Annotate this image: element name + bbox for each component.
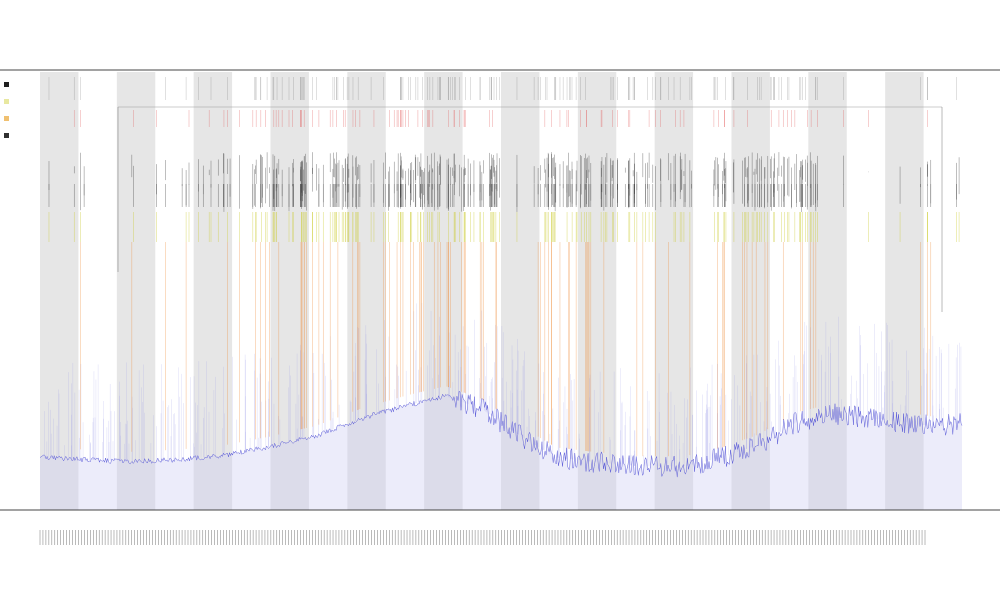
legend-swatch bbox=[4, 82, 9, 87]
legend-swatch bbox=[4, 133, 9, 138]
legend-swatch bbox=[4, 99, 9, 104]
band bbox=[424, 72, 463, 510]
band bbox=[731, 72, 770, 510]
band bbox=[654, 72, 694, 510]
band bbox=[885, 72, 924, 510]
alternating-bands bbox=[40, 72, 924, 510]
legend-swatch bbox=[4, 116, 9, 121]
baseline-series bbox=[39, 302, 963, 510]
band bbox=[116, 72, 156, 510]
axes bbox=[0, 69, 1000, 511]
band bbox=[347, 72, 386, 510]
band bbox=[808, 72, 847, 510]
band bbox=[40, 72, 79, 510]
band bbox=[270, 72, 309, 510]
legend bbox=[4, 82, 9, 138]
band bbox=[577, 72, 617, 510]
baseline-area bbox=[40, 391, 962, 510]
x-tick-labels bbox=[39, 530, 926, 545]
band bbox=[501, 72, 540, 510]
band bbox=[193, 72, 233, 510]
event-lines bbox=[48, 77, 960, 457]
